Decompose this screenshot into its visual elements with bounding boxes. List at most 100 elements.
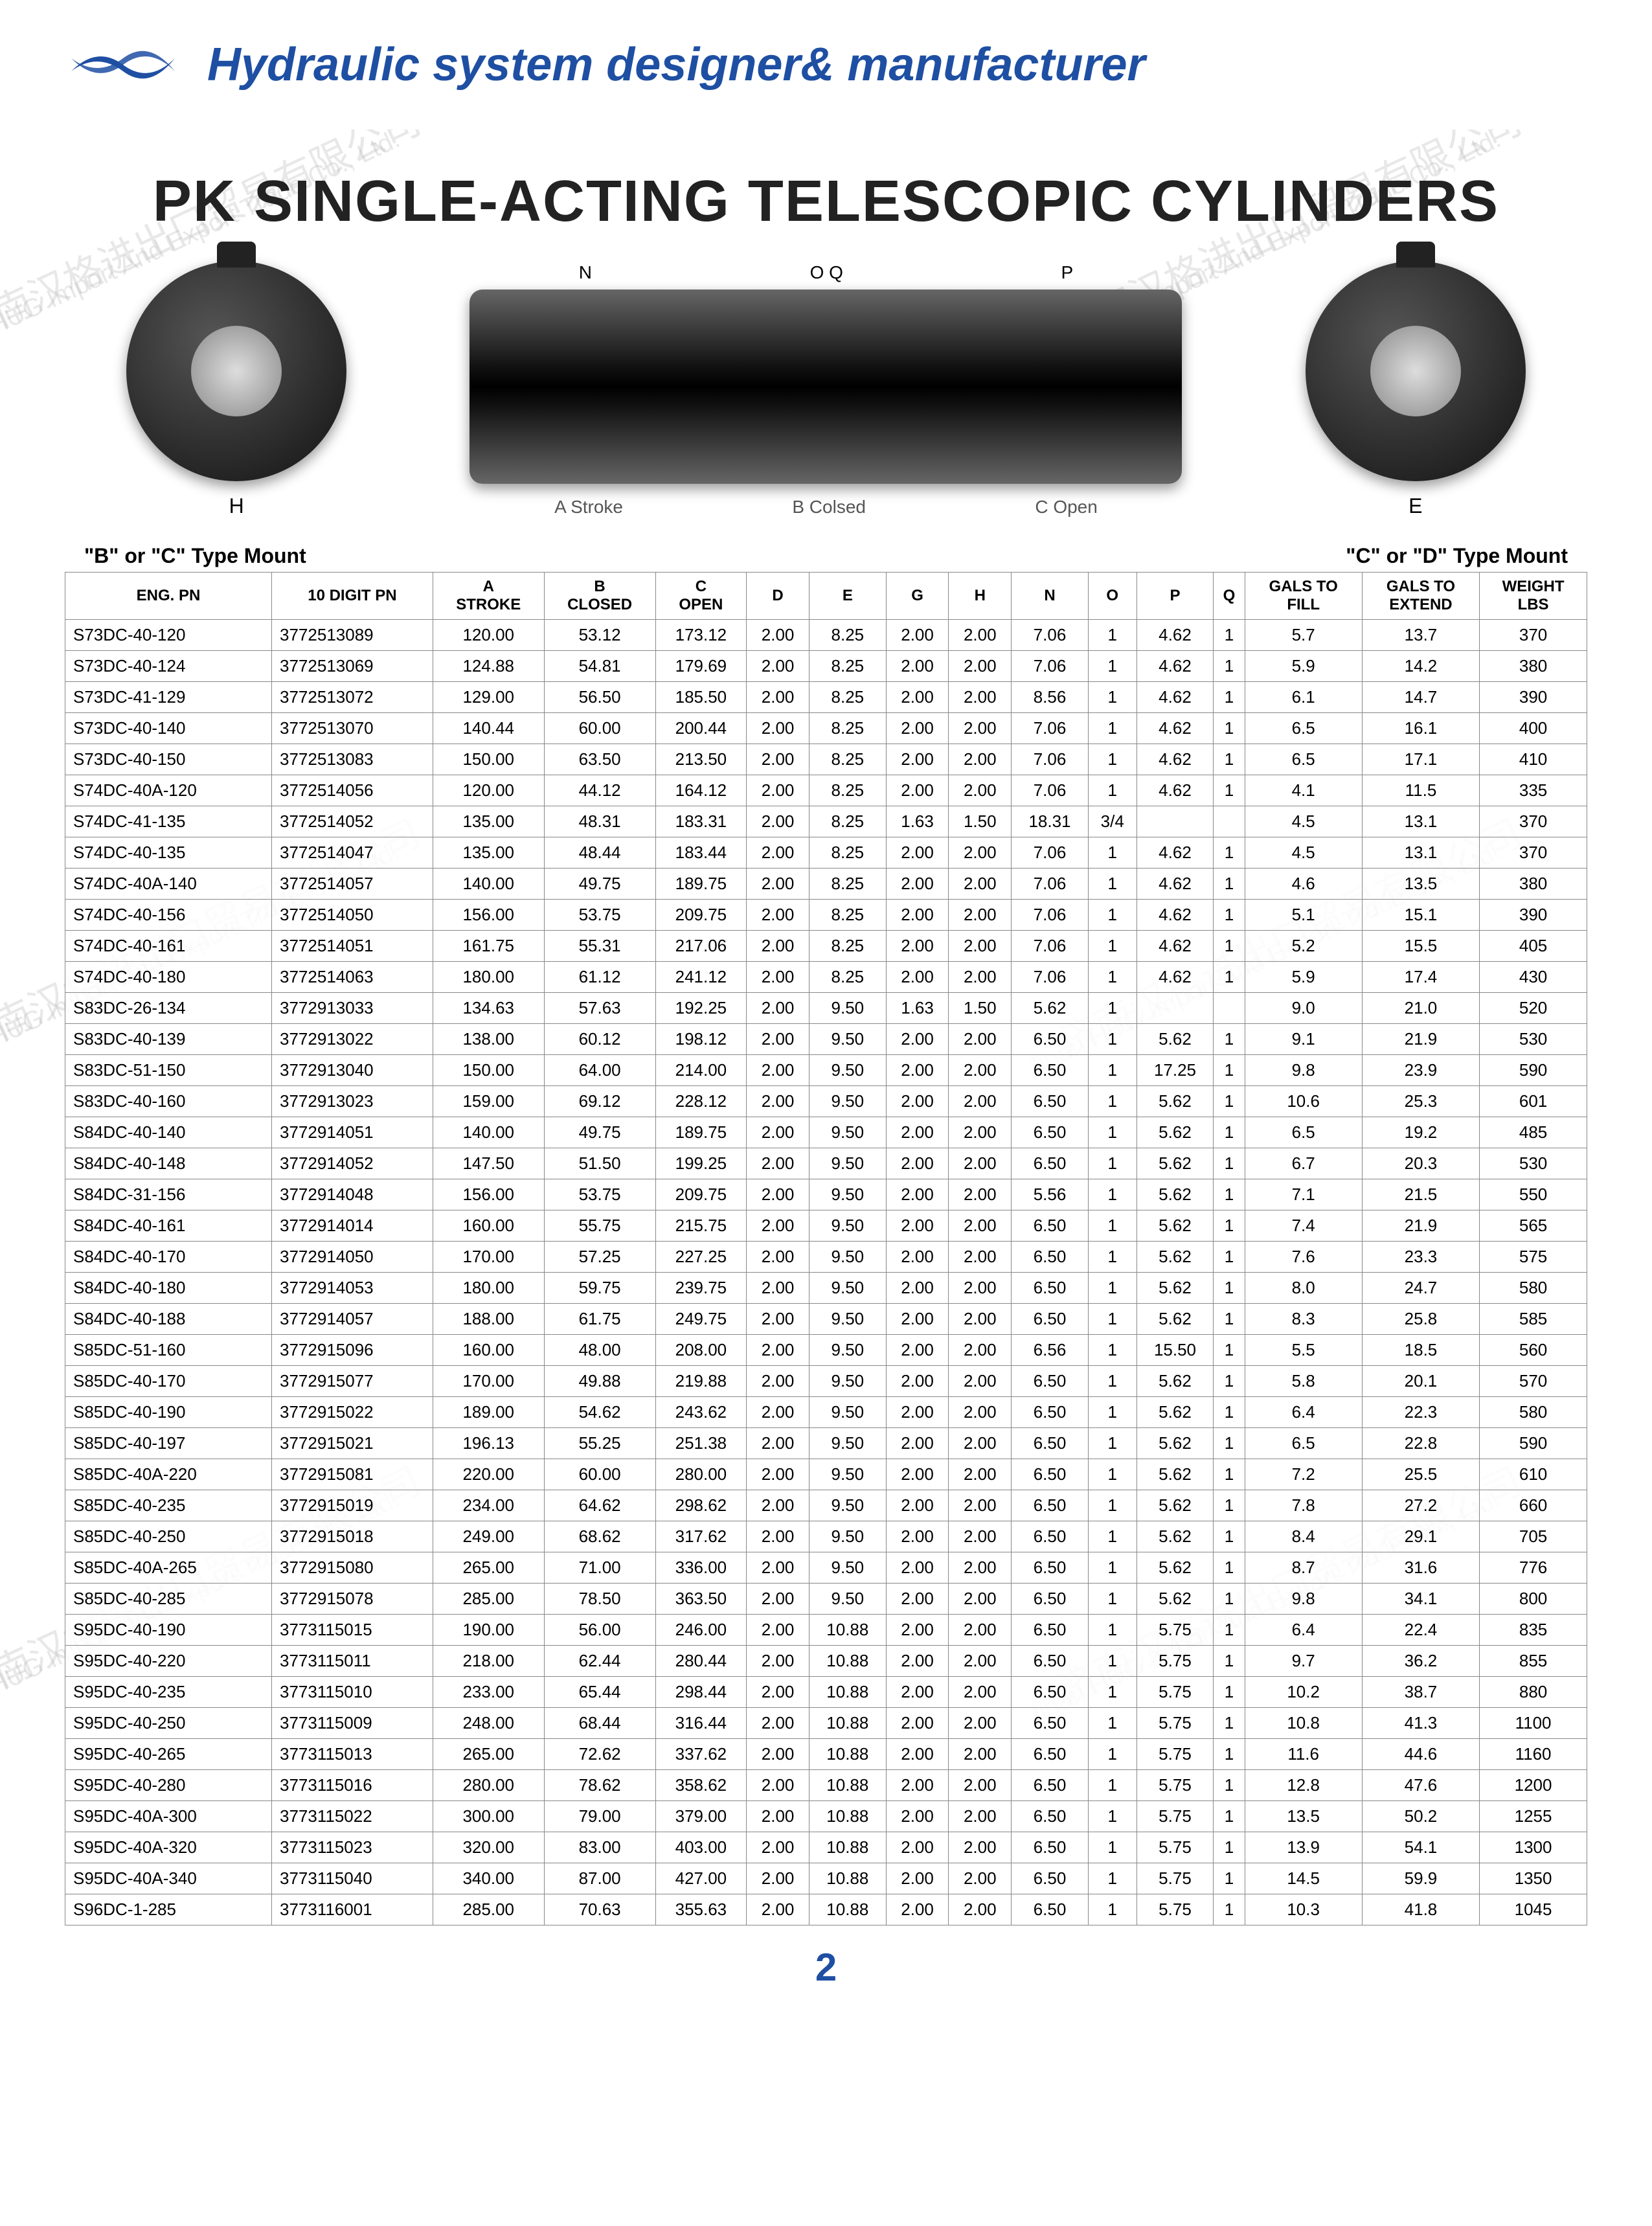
table-cell: 2.00: [747, 744, 809, 775]
table-cell: 239.75: [655, 1273, 747, 1304]
table-cell: 2.00: [949, 900, 1012, 931]
table-cell: 403.00: [655, 1832, 747, 1863]
table-row: S84DC-40-1613772914014160.0055.75215.752…: [65, 1210, 1587, 1242]
table-cell: 12.8: [1245, 1770, 1362, 1801]
table-cell: [1137, 806, 1214, 837]
table-cell: 1: [1088, 744, 1137, 775]
table-cell: 2.00: [949, 651, 1012, 682]
table-row: S95DC-40-2653773115013265.0072.62337.622…: [65, 1739, 1587, 1770]
table-cell: 4.62: [1137, 682, 1214, 713]
table-cell: 1: [1088, 1459, 1137, 1490]
table-cell: 1: [1088, 900, 1137, 931]
table-cell: 4.62: [1137, 900, 1214, 931]
table-cell: S96DC-1-285: [65, 1894, 272, 1925]
table-cell: 7.06: [1012, 962, 1089, 993]
table-cell: 3773115010: [272, 1677, 433, 1708]
table-cell: 249.00: [433, 1521, 544, 1552]
table-cell: 5.75: [1137, 1615, 1214, 1646]
table-cell: 2.00: [949, 1584, 1012, 1615]
table-cell: 1: [1088, 931, 1137, 962]
table-cell: 48.00: [544, 1335, 655, 1366]
table-cell: 10.3: [1245, 1894, 1362, 1925]
table-cell: 65.44: [544, 1677, 655, 1708]
table-cell: 233.00: [433, 1677, 544, 1708]
table-cell: 1: [1214, 1708, 1245, 1739]
table-cell: 53.75: [544, 900, 655, 931]
table-cell: 9.7: [1245, 1646, 1362, 1677]
table-cell: 6.4: [1245, 1615, 1362, 1646]
table-cell: 3772514047: [272, 837, 433, 869]
table-cell: 5.62: [1137, 1179, 1214, 1210]
table-cell: 2.00: [886, 1521, 949, 1552]
table-cell: 6.7: [1245, 1148, 1362, 1179]
col-header: 10 DIGIT PN: [272, 573, 433, 620]
table-cell: 71.00: [544, 1552, 655, 1584]
table-cell: 183.31: [655, 806, 747, 837]
table-cell: 4.62: [1137, 713, 1214, 744]
table-cell: 280.00: [655, 1459, 747, 1490]
table-cell: 9.50: [809, 1055, 886, 1086]
table-cell: [1137, 993, 1214, 1024]
table-row: S74DC-40A-1203772514056120.0044.12164.12…: [65, 775, 1587, 806]
table-cell: 4.62: [1137, 869, 1214, 900]
table-cell: 1: [1088, 1552, 1137, 1584]
col-header: GALS TOFILL: [1245, 573, 1362, 620]
table-cell: 1: [1088, 1055, 1137, 1086]
table-row: S84DC-40-1703772914050170.0057.25227.252…: [65, 1242, 1587, 1273]
table-cell: 192.25: [655, 993, 747, 1024]
table-cell: 6.50: [1012, 1801, 1089, 1832]
table-cell: 5.62: [1137, 1366, 1214, 1397]
table-cell: 9.8: [1245, 1055, 1362, 1086]
table-cell: 5.75: [1137, 1832, 1214, 1863]
table-cell: 2.00: [747, 1801, 809, 1832]
table-cell: 2.00: [886, 1863, 949, 1894]
table-cell: 83.00: [544, 1832, 655, 1863]
table-cell: 1: [1214, 1832, 1245, 1863]
table-cell: 54.1: [1362, 1832, 1479, 1863]
table-cell: 59.75: [544, 1273, 655, 1304]
table-cell: 7.2: [1245, 1459, 1362, 1490]
table-cell: 2.00: [886, 1335, 949, 1366]
col-header: BCLOSED: [544, 573, 655, 620]
table-cell: 196.13: [433, 1428, 544, 1459]
table-cell: 2.00: [886, 1179, 949, 1210]
mount-label-right: "C" or "D" Type Mount: [1346, 544, 1568, 568]
table-cell: 63.50: [544, 744, 655, 775]
table-cell: 10.88: [809, 1615, 886, 1646]
table-cell: 2.00: [949, 1708, 1012, 1739]
table-cell: 2.00: [886, 1366, 949, 1397]
table-cell: 2.00: [747, 1646, 809, 1677]
table-cell: 5.75: [1137, 1739, 1214, 1770]
table-cell: 8.25: [809, 775, 886, 806]
table-cell: 8.25: [809, 931, 886, 962]
table-cell: 10.88: [809, 1801, 886, 1832]
table-cell: 6.50: [1012, 1646, 1089, 1677]
table-cell: 160.00: [433, 1210, 544, 1242]
table-cell: 5.62: [1012, 993, 1089, 1024]
cylinder-diagram: H N O Q P A Stroke B Colsed C Open E: [0, 261, 1652, 518]
table-cell: 355.63: [655, 1894, 747, 1925]
table-cell: 1255: [1480, 1801, 1587, 1832]
table-cell: 54.62: [544, 1397, 655, 1428]
table-row: S83DC-26-1343772913033134.6357.63192.252…: [65, 993, 1587, 1024]
table-cell: 340.00: [433, 1863, 544, 1894]
table-row: S95DC-40A-3203773115023320.0083.00403.00…: [65, 1832, 1587, 1863]
table-cell: 1: [1088, 775, 1137, 806]
table-cell: 2.00: [949, 1646, 1012, 1677]
table-cell: 610: [1480, 1459, 1587, 1490]
table-cell: 5.75: [1137, 1770, 1214, 1801]
table-cell: 161.75: [433, 931, 544, 962]
table-cell: 2.00: [747, 1210, 809, 1242]
table-row: S95DC-40-2503773115009248.0068.44316.442…: [65, 1708, 1587, 1739]
table-cell: 2.00: [949, 1117, 1012, 1148]
table-cell: 2.00: [949, 1179, 1012, 1210]
table-cell: 370: [1480, 806, 1587, 837]
header: Hydraulic system designer& manufacturer: [0, 0, 1652, 130]
table-cell: 580: [1480, 1397, 1587, 1428]
table-cell: 550: [1480, 1179, 1587, 1210]
table-cell: 776: [1480, 1552, 1587, 1584]
table-cell: 11.5: [1362, 775, 1479, 806]
table-row: S73DC-41-1293772513072129.0056.50185.502…: [65, 682, 1587, 713]
table-row: S85DC-40-2503772915018249.0068.62317.622…: [65, 1521, 1587, 1552]
table-row: S73DC-40-1243772513069124.8854.81179.692…: [65, 651, 1587, 682]
